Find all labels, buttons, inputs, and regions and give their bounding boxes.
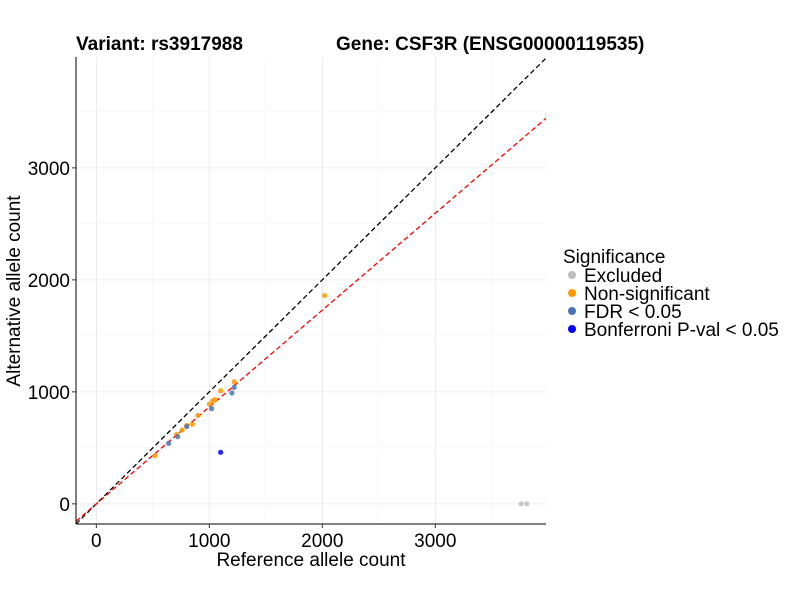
y-axis-title: Alternative allele count <box>4 195 25 387</box>
point-non-significant <box>321 292 328 299</box>
legend-label: Non-significant <box>584 284 710 305</box>
point-non-significant <box>218 388 224 394</box>
y-tick-label: 2000 <box>28 271 70 292</box>
x-tick-label: 2000 <box>301 531 343 552</box>
reference-line-expected-ratio <box>76 117 546 522</box>
point-fdr-0-05 <box>175 434 181 440</box>
x-axis-title: Reference allele count <box>216 550 406 571</box>
point-non-significant <box>206 401 212 407</box>
point-fdr-0-05 <box>166 440 172 446</box>
y-tick-label: 0 <box>59 495 70 516</box>
legend-title: Significance <box>563 247 665 268</box>
reference-line-identity <box>76 57 546 524</box>
y-tick-label: 1000 <box>28 383 70 404</box>
legend-label: Bonferroni P-val < 0.05 <box>584 320 779 341</box>
point-bonferroni-p-val-0-05 <box>218 449 224 455</box>
legend-label: FDR < 0.05 <box>584 302 682 323</box>
data-points <box>152 292 530 507</box>
point-non-significant <box>152 453 158 459</box>
point-fdr-0-05 <box>229 390 235 396</box>
point-non-significant <box>189 421 195 427</box>
x-tick-label: 0 <box>91 531 102 552</box>
x-axis-ticks: 0 1000 2000 3000 <box>91 524 456 552</box>
legend-label: Excluded <box>584 266 662 287</box>
point-fdr-0-05 <box>184 423 190 430</box>
point-non-significant <box>195 412 201 418</box>
point-non-significant <box>231 379 237 385</box>
x-tick-label: 3000 <box>414 531 456 552</box>
legend-key <box>568 271 576 279</box>
legend: Significance ExcludedNon-significantFDR … <box>563 247 779 341</box>
point-non-significant <box>179 427 185 433</box>
legend-key <box>568 289 576 297</box>
chart-title-variant: Variant: rs3917988 <box>76 34 243 55</box>
chart-title-gene: Gene: CSF3R (ENSG00000119535) <box>336 34 644 55</box>
point-non-significant <box>212 397 218 403</box>
point-excluded <box>524 501 530 507</box>
point-fdr-0-05 <box>208 406 215 412</box>
point-fdr-0-05 <box>231 384 237 390</box>
legend-key <box>568 325 576 333</box>
y-tick-label: 3000 <box>28 159 70 180</box>
reference-lines <box>76 57 546 524</box>
x-tick-label: 1000 <box>188 531 230 552</box>
axes <box>75 57 546 525</box>
point-excluded <box>518 501 524 507</box>
grid-lines <box>76 57 546 524</box>
y-axis-ticks: 0 1000 2000 3000 <box>28 159 76 516</box>
legend-key <box>568 307 576 315</box>
